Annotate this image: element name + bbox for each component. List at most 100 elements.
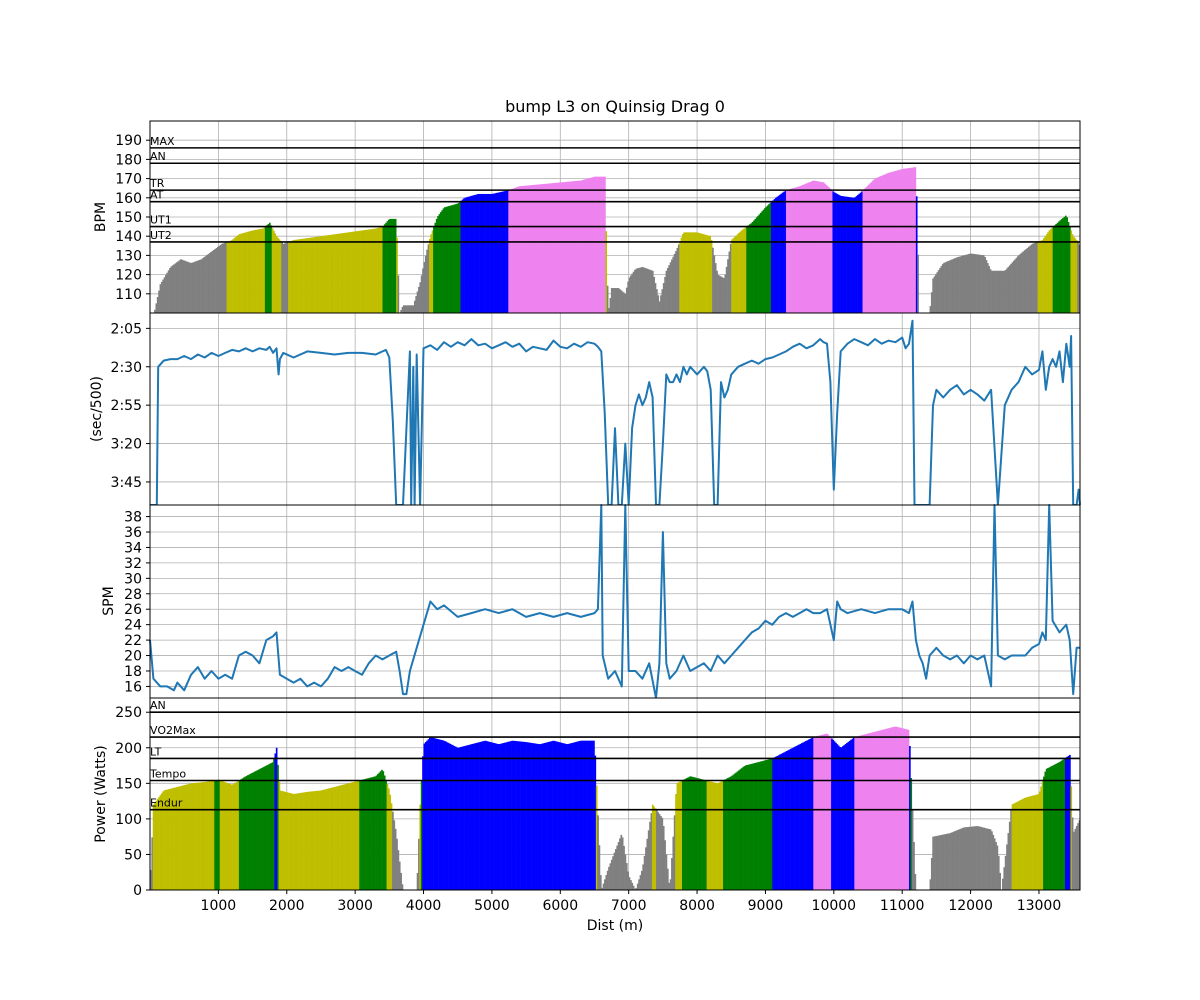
hr-bar	[1064, 215, 1067, 313]
spm-tick-label: 32	[124, 556, 142, 572]
hr-bar	[820, 181, 822, 313]
hr-bar	[271, 228, 274, 313]
hr-bar	[258, 229, 260, 313]
power-bar	[285, 792, 288, 890]
hr-bar	[174, 263, 177, 313]
hr-zone-label: AN	[150, 150, 166, 163]
hr-bar	[902, 168, 904, 313]
power-bar	[333, 787, 335, 890]
power-tick-label: 200	[115, 741, 142, 757]
power-bar	[999, 872, 1001, 890]
hr-bar	[457, 202, 460, 313]
hr-bar	[214, 249, 216, 313]
hr-bar	[1014, 259, 1017, 313]
power-bar	[311, 791, 314, 890]
hr-bar	[189, 262, 192, 313]
power-bar	[356, 781, 359, 890]
hr-bar	[746, 226, 748, 313]
hr-bar	[248, 231, 251, 313]
hr-bar	[1066, 217, 1068, 313]
power-bar	[1018, 800, 1021, 890]
hr-bar	[578, 180, 580, 313]
hr-bar	[725, 266, 728, 313]
hr-bar	[319, 236, 322, 313]
power-bar	[422, 756, 424, 890]
hr-bar	[470, 196, 472, 313]
hr-bar	[1049, 229, 1052, 313]
hr-ticks: 110 120 130 140 150 160 170 180 190	[115, 133, 150, 303]
power-bar	[929, 879, 932, 890]
hr-bar	[723, 278, 725, 313]
power-bar	[434, 738, 437, 890]
power-bar	[416, 872, 419, 890]
power-bar	[169, 788, 171, 890]
hr-bar	[541, 184, 543, 313]
hr-bar	[221, 243, 223, 313]
hr-bar	[961, 255, 963, 313]
power-bar	[571, 742, 573, 890]
power-bar	[613, 852, 616, 890]
power-bar	[1071, 817, 1074, 890]
hr-bar	[353, 231, 356, 313]
spm-tick-label: 24	[124, 618, 142, 634]
power-bar	[680, 780, 683, 890]
power-bar	[772, 758, 774, 890]
power-bar	[470, 744, 472, 890]
power-bar	[814, 736, 817, 890]
hr-bar	[396, 237, 398, 313]
power-bar	[398, 861, 401, 890]
power-bar	[725, 778, 728, 890]
hr-bar	[833, 192, 836, 313]
power-bar	[658, 814, 661, 890]
power-bar	[390, 803, 393, 890]
power-bar	[275, 747, 278, 890]
power-bar	[847, 741, 850, 890]
power-bar	[1011, 804, 1014, 890]
power-bar	[189, 783, 192, 890]
hr-bar	[273, 230, 275, 313]
power-bar	[1064, 757, 1067, 890]
power-bar	[764, 760, 766, 890]
power-bar	[868, 733, 870, 890]
hr-bar	[571, 181, 573, 313]
hr-bar	[632, 271, 635, 313]
hr-bar	[907, 168, 910, 313]
hr-bar	[969, 253, 971, 313]
power-tick-label: 150	[115, 776, 142, 792]
power-bar	[973, 826, 975, 890]
power-bar	[368, 777, 371, 890]
power-bar	[294, 793, 297, 890]
power-bar	[937, 835, 940, 890]
power-bar	[624, 854, 627, 890]
hr-bar	[497, 192, 500, 313]
hr-bar	[664, 276, 666, 313]
hr-bar	[959, 256, 962, 313]
hr-bar	[661, 289, 664, 313]
hr-bar	[180, 259, 182, 313]
hr-bar	[948, 260, 951, 313]
power-bar	[835, 742, 837, 890]
power-bar	[672, 836, 675, 890]
x-tick-label: 7000	[611, 898, 647, 914]
power-tick-label: 0	[133, 883, 142, 899]
x-ticks: 1000 2000 3000 4000 5000 6000 7000 8000 9000 1000…	[201, 890, 1061, 914]
power-bar	[345, 783, 348, 890]
hr-bar	[232, 239, 234, 313]
hr-bar	[523, 185, 526, 313]
power-bar	[351, 782, 353, 890]
hr-bar	[668, 265, 671, 313]
hr-bar	[956, 257, 959, 313]
power-bar	[260, 768, 263, 890]
hr-bar	[984, 256, 986, 313]
power-bar	[747, 764, 750, 890]
hr-bar	[266, 225, 268, 313]
power-bar	[1070, 786, 1073, 890]
hr-bar	[344, 232, 346, 313]
power-bar	[219, 780, 222, 890]
power-bar	[582, 740, 584, 890]
power-bar	[1021, 799, 1023, 890]
power-bar	[941, 834, 944, 890]
power-bar	[308, 791, 311, 890]
hr-bar	[285, 242, 288, 313]
spm-tick-label: 20	[124, 649, 142, 665]
